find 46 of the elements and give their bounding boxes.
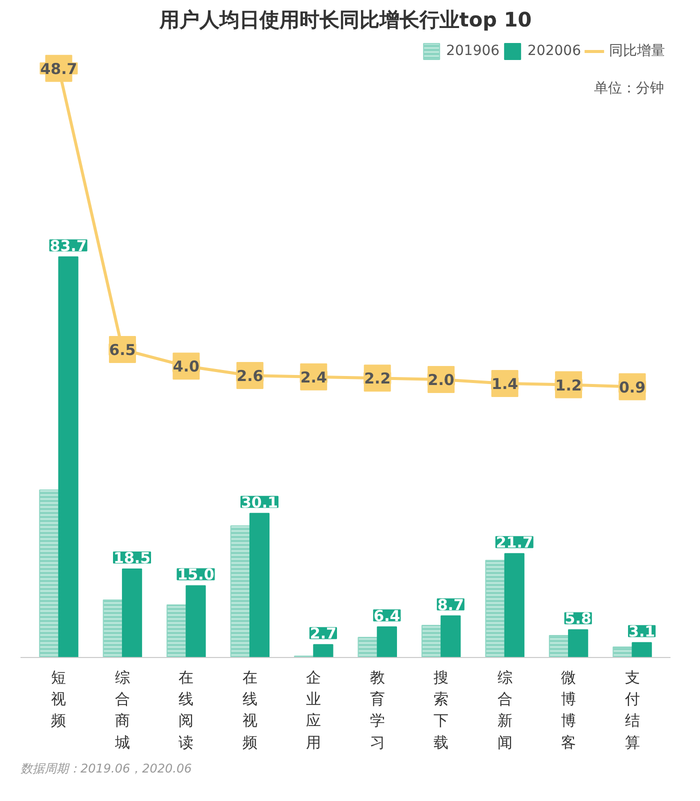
bar	[313, 644, 334, 658]
bar	[376, 626, 397, 658]
data-label: 30.1	[240, 493, 278, 512]
data-label: 5.8	[564, 610, 592, 628]
data-label: 2.2	[364, 370, 391, 388]
data-label: 21.7	[496, 534, 533, 552]
data-label: 2.6	[236, 366, 264, 385]
bar	[632, 642, 652, 658]
data-label: 4.0	[172, 358, 200, 376]
text: 数据周期：2019.06，2020.06	[20, 762, 192, 776]
bar	[122, 568, 142, 658]
x-tick-label: 在线阅读	[178, 668, 194, 752]
chart-title: 用户人均日使用时长同比增长行业top 10	[158, 8, 532, 32]
data-label: 2.4	[300, 368, 327, 386]
data-label: 48.7	[40, 60, 78, 78]
text: 单位：分钟	[594, 80, 664, 96]
x-tick-label: 短视频	[51, 668, 66, 730]
data-label: 1.2	[555, 376, 582, 394]
data-label: 2.7	[310, 624, 336, 643]
bar	[186, 585, 206, 658]
data-label: 6.5	[109, 341, 136, 359]
legend-label: 201906	[446, 43, 500, 59]
legend-label: 同比增量	[609, 42, 665, 60]
data-label: 1.4	[492, 374, 518, 393]
legend-label: 202006	[528, 43, 581, 59]
data-label: 83.7	[50, 236, 87, 255]
data-label: 2.0	[428, 370, 454, 389]
data-label: 8.7	[437, 596, 464, 614]
data-label: 15.0	[177, 566, 214, 584]
x-tick-label: 教育学习	[370, 668, 385, 752]
x-tick-label: 在线视频	[242, 668, 258, 752]
data-label: 3.1	[628, 622, 656, 641]
bar	[440, 615, 461, 658]
bar	[249, 512, 270, 658]
bar	[568, 629, 588, 658]
x-tick-label: 搜索下载	[434, 668, 449, 752]
data-label: 18.5	[114, 548, 151, 567]
x-tick-label: 企业应用	[306, 668, 322, 752]
data-label: 0.9	[618, 378, 646, 396]
bar	[504, 553, 524, 658]
x-tick-label: 综合商城	[114, 668, 130, 752]
data-label: 6.4	[374, 606, 400, 625]
x-tick-label: 支付结算	[624, 668, 640, 752]
bar	[58, 256, 78, 658]
x-tick-label: 微博博客	[561, 668, 576, 752]
x-tick-label: 综合新闻	[497, 668, 512, 752]
